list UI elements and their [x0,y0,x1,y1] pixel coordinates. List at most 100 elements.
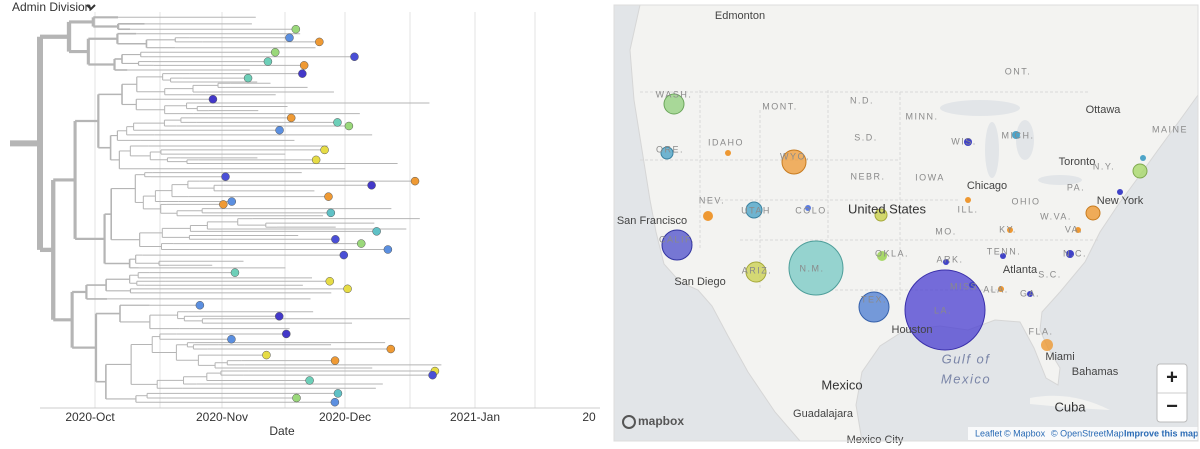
place-label: San Francisco [617,215,687,227]
dropdown-caret[interactable] [86,4,96,11]
map-frame [613,4,1199,442]
bubble[interactable] [1027,291,1033,297]
tip [331,235,340,244]
place-label: TENN. [987,246,1022,256]
tip [330,356,340,365]
bubble[interactable] [943,259,949,265]
bubble[interactable] [1075,227,1081,233]
bubble[interactable] [1117,189,1123,195]
bubble[interactable] [877,251,887,261]
mapbox-icon [622,415,636,429]
color-by-select[interactable]: Admin Division [12,0,91,14]
place-label: ONT. [1005,66,1032,76]
tip [305,376,314,385]
bubble[interactable] [998,286,1004,292]
tip [282,329,291,339]
tip [208,94,218,104]
tip [221,172,230,181]
lake [1016,120,1034,160]
tree-panel: Admin Division 2020-Oct 2020-Nov 2020-De… [10,0,600,438]
tip [227,334,236,344]
bubble[interactable] [904,269,986,351]
bubble[interactable] [969,282,975,288]
tip [333,389,343,398]
tip [285,33,294,42]
grid [94,12,536,408]
bubble[interactable] [874,208,888,222]
bubble[interactable] [781,149,807,175]
map-labels: Edmonton WASH. MONT. N.D. MINN. ONT. Ott… [617,10,1187,446]
tip [383,245,393,254]
tip [324,192,333,201]
bubble[interactable] [703,211,713,221]
bubble[interactable] [965,197,971,203]
bubble[interactable] [745,261,767,283]
tip [219,200,228,209]
attribution-link[interactable]: Improve this map [1124,428,1199,438]
place-label: FLA. [1028,326,1053,336]
cuba-land [1030,395,1110,410]
x-tick-label: 2020-Dec [319,410,371,424]
place-label: WASH. [656,89,693,99]
attribution-link[interactable]: Leaflet [975,428,1003,438]
zoom-in-button[interactable]: + [1166,366,1178,388]
bubble[interactable] [663,93,685,115]
tip [275,312,284,321]
place-label: W.VA. [1040,211,1072,221]
place-label: VA. [1065,224,1083,234]
attribution-link[interactable]: © Mapbox [1004,428,1046,438]
tip [298,69,307,78]
bubble[interactable] [964,138,972,146]
bubble[interactable] [725,150,731,156]
tip [230,268,240,277]
place-label: Chicago [967,180,1007,192]
tip [275,125,284,135]
place-label: KY. [999,224,1017,234]
bubble[interactable] [1012,131,1020,139]
bubble[interactable] [1140,155,1146,161]
bubble[interactable] [1066,250,1074,258]
zoom-control: + − [1156,363,1188,423]
zoom-out-button[interactable]: − [1166,395,1178,417]
tip [356,239,366,248]
bubble[interactable] [1132,163,1148,179]
tip [315,37,324,47]
bubble[interactable] [1041,339,1053,351]
x-tick-label: 2020-Nov [196,410,248,424]
attribution-link[interactable]: © OpenStreetMap [1051,428,1124,438]
place-label: Edmonton [715,10,765,22]
place-label: UTAH [741,205,771,215]
mapbox-logo[interactable]: mapbox [638,414,684,428]
bubble[interactable] [858,291,890,323]
bubble[interactable] [661,229,693,261]
bubble[interactable] [788,240,844,296]
country-label: Cuba [1054,399,1086,414]
tip [333,118,342,127]
place-label: CALIF. [659,234,695,244]
place-label: MICH. [1002,130,1035,140]
tips [195,24,440,407]
place-label: ORE. [656,144,684,154]
place-label: San Diego [674,276,725,288]
x-axis-title: Date [269,424,295,438]
tip [330,397,340,407]
bubble[interactable] [745,201,763,219]
place-label: Toronto [1059,156,1096,168]
bubble[interactable] [1085,205,1101,221]
place-label: MISS. [950,281,982,291]
bubble[interactable] [805,205,811,211]
place-label: MINN. [906,111,939,121]
tip [292,393,301,403]
tip [263,57,273,66]
place-label: LA. [934,305,952,315]
tip [227,197,237,206]
bubble[interactable] [1007,227,1013,233]
bubble[interactable] [1000,253,1006,259]
tip [367,181,376,190]
place-label: ALA. [983,284,1009,294]
place-label: NEV. [699,195,725,205]
place-label: N.D. [850,95,874,105]
bubble[interactable] [660,146,674,160]
